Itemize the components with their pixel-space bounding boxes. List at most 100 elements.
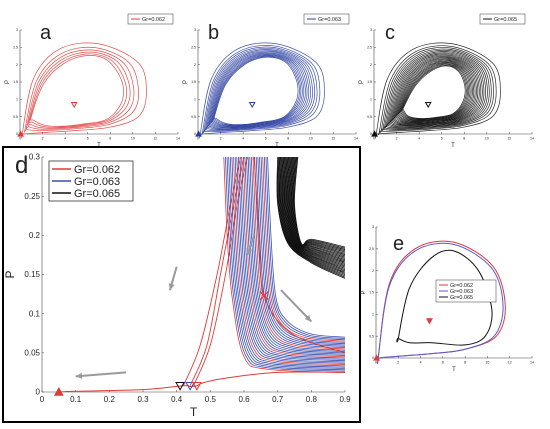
saddle-marker <box>259 291 269 301</box>
spiral-curve-gr065 <box>280 157 345 273</box>
limit-cycle-loop <box>25 49 135 130</box>
spiral-curve-gr065 <box>278 157 345 276</box>
x-tick-label: 0 <box>375 361 377 365</box>
y-tick-label: 1.5 <box>369 291 374 295</box>
legend: Gr=0.063 <box>303 13 350 25</box>
y-tick-label: 0.15 <box>24 270 40 279</box>
x-tick-label: 12 <box>331 137 335 141</box>
limit-cycle-loop <box>211 54 303 127</box>
spiral-curve-gr065 <box>281 157 345 271</box>
limit-cycle-loop <box>389 55 482 125</box>
limit-cycle-loop <box>393 58 477 124</box>
limit-cycle-loop <box>376 242 504 364</box>
spiral-curve-gr063 <box>231 157 345 367</box>
x-tick-label: 4 <box>418 137 420 141</box>
limit-cycle-loop <box>381 48 492 132</box>
x-tick-label: 2 <box>397 361 399 365</box>
y-tick-label: 2.5 <box>367 46 372 50</box>
equilibrium-marker-open <box>185 382 195 391</box>
legend-label: Gr=0.063 <box>450 289 473 295</box>
x-tick-label: 10 <box>131 137 135 141</box>
x-tick-label: 0 <box>373 137 375 141</box>
x-tick-label: 0.7 <box>272 395 284 404</box>
x-axis-label: T <box>451 143 455 149</box>
legend-label: Gr=0.063 <box>318 17 341 23</box>
spiral-curve-gr065 <box>291 157 345 252</box>
spiral-curve-gr065 <box>283 157 345 267</box>
spiral-curve-gr063 <box>244 157 345 356</box>
equilibrium-marker-open <box>248 101 256 109</box>
spiral-curve-gr065 <box>280 157 345 272</box>
limit-cycle-loop <box>396 60 473 122</box>
x-tick-label: 12 <box>153 137 157 141</box>
limit-cycle-loop <box>396 249 493 346</box>
spiral-curve-gr065 <box>294 157 345 248</box>
x-tick-label: 0 <box>19 137 21 141</box>
legend-label: Gr=0.062 <box>74 164 120 176</box>
legend-label: Gr=0.062 <box>142 17 165 23</box>
y-tick-label: 0.5 <box>369 334 374 338</box>
x-tick-label: 6 <box>265 137 267 141</box>
limit-cycle-loop <box>203 46 318 134</box>
y-tick-label: 2 <box>194 63 196 67</box>
y-tick-label: 0 <box>370 132 372 136</box>
spiral-curve-gr063 <box>265 157 345 339</box>
flow-arrow-head <box>246 247 253 255</box>
limit-cycle-loop <box>380 47 494 134</box>
y-tick-label: 2 <box>16 63 18 67</box>
x-tick-label: 0.1 <box>70 395 82 404</box>
spiral-curve-gr063 <box>246 157 345 355</box>
limit-cycle-loop <box>376 240 506 364</box>
flow-arrow-head <box>75 372 83 379</box>
equilibrium-marker-filled <box>195 130 203 137</box>
limit-cycle-loop <box>24 46 139 133</box>
limit-cycle-loop <box>401 65 466 119</box>
x-tick-label: 14 <box>530 137 534 141</box>
spiral-curve-gr063 <box>233 157 345 365</box>
limit-cycle-loop <box>208 52 308 128</box>
spiral-curve-gr063 <box>241 157 345 359</box>
x-tick-label: 6 <box>87 137 89 141</box>
limit-cycle-loop <box>401 64 467 120</box>
flow-arrow <box>75 371 127 378</box>
spiral-curve-gr063 <box>262 157 345 342</box>
spiral-curve-gr065 <box>289 157 345 255</box>
x-tick-label: 0.6 <box>238 395 250 404</box>
spiral-curve-gr063 <box>236 157 345 363</box>
panel-d-frame <box>2 146 361 423</box>
limit-cycle-loop <box>398 62 471 121</box>
spiral-curve-gr065 <box>285 157 345 263</box>
limit-cycle-loop <box>392 57 479 124</box>
legend-box <box>303 13 350 25</box>
spiral-curve-gr063 <box>259 157 345 345</box>
limit-cycle-loop <box>395 60 475 123</box>
limit-cycle-loop <box>30 55 124 127</box>
legend: Gr=0.062 <box>127 13 174 25</box>
legend-label: Gr=0.062 <box>450 283 473 289</box>
legend-box <box>127 13 174 25</box>
x-tick-label: 6 <box>442 361 444 365</box>
x-tick-label: 0.9 <box>339 395 351 404</box>
y-tick-label: 0 <box>372 356 374 360</box>
legend-label: Gr=0.065 <box>494 17 517 23</box>
spiral-curve-gr063 <box>247 157 345 354</box>
x-tick-label: 2 <box>220 137 222 141</box>
plot-area <box>58 157 345 392</box>
spiral-curve-gr065 <box>291 157 345 253</box>
spiral-curve-gr065 <box>288 157 345 258</box>
limit-cycle-loop <box>397 61 472 122</box>
spiral-curve-gr065 <box>293 157 345 249</box>
x-tick-label: 0 <box>40 395 45 404</box>
spiral-curve-gr065 <box>277 157 345 277</box>
spiral-curve-gr063 <box>234 157 345 364</box>
spiral-curve-gr063 <box>252 157 345 350</box>
panel-label: e <box>393 233 404 255</box>
spiral-curve-gr063 <box>257 157 345 346</box>
equilibrium-marker-filled <box>426 318 433 325</box>
x-tick-label: 14 <box>354 137 358 141</box>
equilibrium-marker-filled <box>17 130 25 137</box>
legend-box <box>479 13 526 25</box>
